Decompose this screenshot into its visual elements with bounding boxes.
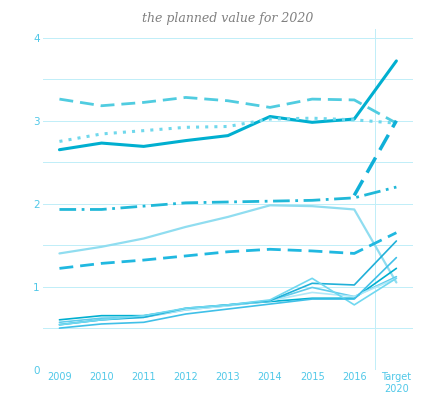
Title: the planned value for 2020: the planned value for 2020 — [142, 13, 314, 26]
